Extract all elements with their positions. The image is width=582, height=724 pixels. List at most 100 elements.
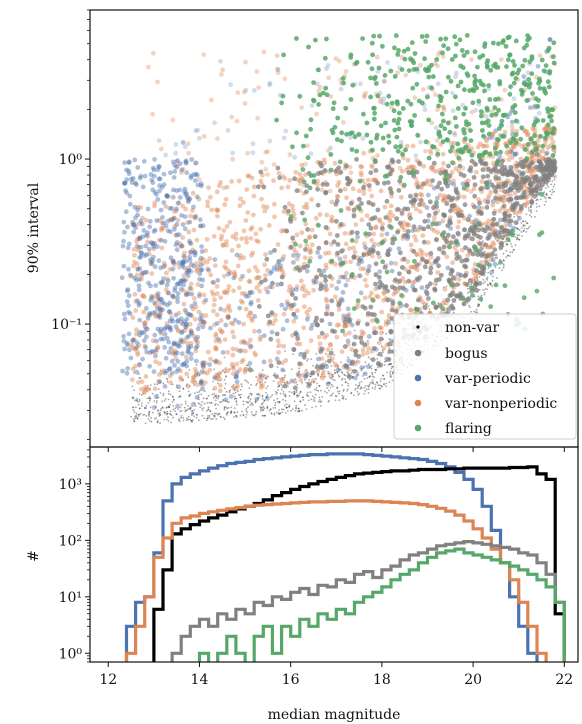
point-flaring [369, 40, 375, 46]
point-non-var [278, 409, 281, 411]
point-flaring [549, 118, 554, 124]
point-var-nonperiodic [131, 263, 136, 269]
point-non-var [539, 198, 542, 201]
point-var-periodic [212, 120, 217, 126]
point-var-nonperiodic [428, 165, 434, 171]
point-non-var [346, 390, 348, 392]
point-non-var [262, 409, 264, 412]
point-var-periodic [234, 374, 239, 380]
point-var-periodic [147, 224, 153, 230]
point-non-var [363, 372, 365, 375]
point-var-periodic [157, 379, 163, 385]
point-non-var [279, 392, 282, 395]
point-non-var [315, 377, 317, 380]
point-non-var [391, 379, 394, 382]
point-var-nonperiodic [364, 213, 370, 219]
point-flaring [507, 52, 512, 58]
point-var-nonperiodic [324, 286, 330, 292]
point-non-var [155, 406, 157, 408]
point-non-var [149, 420, 151, 422]
point-non-var [167, 405, 170, 408]
point-non-var [284, 393, 287, 396]
point-var-periodic [168, 229, 174, 235]
point-bogus [387, 349, 393, 354]
point-bogus [399, 265, 405, 270]
point-non-var [330, 383, 333, 386]
point-var-nonperiodic [153, 359, 159, 365]
point-flaring [412, 113, 417, 118]
point-var-nonperiodic [207, 367, 213, 373]
point-var-nonperiodic [408, 307, 413, 313]
point-var-nonperiodic [191, 375, 196, 380]
point-var-nonperiodic [239, 339, 244, 345]
point-var-nonperiodic [494, 141, 500, 147]
point-non-var [229, 412, 232, 415]
point-flaring [380, 43, 385, 49]
point-flaring [512, 110, 518, 115]
point-bogus [493, 168, 499, 174]
point-flaring [405, 98, 411, 104]
point-var-periodic [327, 321, 333, 327]
point-non-var [481, 240, 484, 243]
point-var-nonperiodic [343, 69, 349, 74]
point-flaring [522, 57, 528, 63]
point-var-periodic [157, 183, 163, 189]
point-non-var [217, 395, 220, 397]
point-non-var [256, 397, 259, 400]
point-var-nonperiodic [524, 128, 530, 134]
point-non-var [239, 414, 242, 417]
point-var-nonperiodic [224, 239, 229, 245]
point-non-var [184, 400, 187, 403]
point-non-var [364, 361, 367, 364]
point-non-var [235, 416, 238, 418]
point-var-nonperiodic [190, 306, 196, 312]
point-var-periodic [197, 276, 202, 282]
point-non-var [224, 371, 226, 374]
point-non-var [159, 422, 162, 424]
point-var-nonperiodic [274, 53, 280, 59]
point-flaring [375, 93, 381, 99]
point-bogus [416, 297, 421, 303]
point-var-nonperiodic [163, 204, 169, 209]
point-var-nonperiodic [185, 290, 190, 295]
point-var-nonperiodic [383, 319, 389, 325]
point-non-var [172, 399, 175, 401]
point-bogus [297, 361, 302, 367]
point-bogus [549, 172, 555, 178]
point-var-periodic [155, 291, 161, 296]
point-var-nonperiodic [191, 375, 197, 380]
point-flaring [393, 144, 399, 150]
point-var-nonperiodic [154, 293, 159, 298]
point-flaring [479, 113, 484, 119]
point-non-var [130, 415, 133, 418]
point-var-periodic [185, 348, 191, 354]
point-non-var [205, 397, 208, 400]
point-non-var [263, 399, 266, 402]
point-var-periodic [183, 160, 189, 166]
point-var-nonperiodic [176, 328, 181, 334]
point-non-var [387, 363, 390, 366]
point-non-var [375, 368, 377, 371]
point-var-periodic [188, 269, 194, 274]
point-var-nonperiodic [357, 188, 362, 194]
point-var-nonperiodic [247, 310, 253, 316]
point-var-periodic [125, 245, 131, 251]
point-var-nonperiodic [342, 332, 348, 337]
point-bogus [293, 296, 298, 301]
point-var-nonperiodic [481, 143, 487, 149]
point-bogus [472, 204, 477, 210]
point-var-periodic [161, 171, 167, 177]
point-non-var [200, 393, 203, 396]
point-var-periodic [144, 252, 149, 257]
point-flaring [523, 147, 528, 152]
point-var-nonperiodic [386, 313, 392, 318]
point-non-var [381, 374, 384, 377]
point-non-var [172, 416, 174, 419]
point-non-var [255, 376, 258, 378]
point-flaring [391, 108, 397, 114]
point-var-periodic [149, 177, 155, 183]
point-non-var [522, 220, 524, 223]
point-bogus [481, 264, 487, 270]
point-var-periodic [169, 370, 175, 376]
point-non-var [495, 277, 498, 279]
